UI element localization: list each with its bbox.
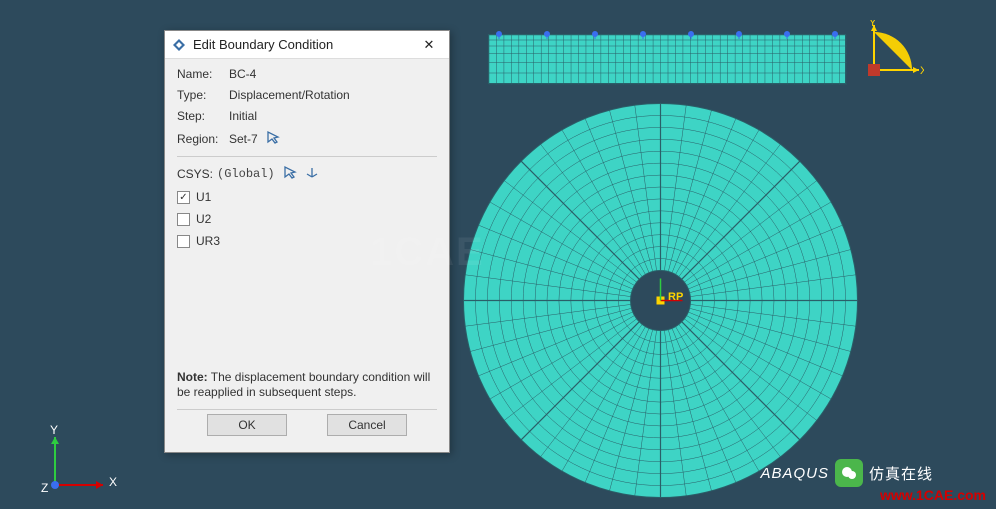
dof-checkbox[interactable] — [177, 235, 190, 248]
dof-row-u1[interactable]: ✓ U1 — [177, 190, 437, 204]
app-icon — [171, 37, 187, 53]
dof-row-u2[interactable]: U2 — [177, 212, 437, 226]
pick-region-icon[interactable] — [266, 130, 280, 147]
reference-point-label: RP — [668, 291, 683, 303]
axis-y-label: Y — [50, 423, 58, 437]
cancel-button[interactable]: Cancel — [327, 414, 407, 436]
edit-bc-dialog: Edit Boundary Condition ✕ Name: BC-4 Typ… — [164, 30, 450, 453]
csys-value: (Global) — [217, 167, 275, 181]
name-label: Name: — [177, 67, 229, 81]
type-label: Type: — [177, 88, 229, 102]
note-block: Note: The displacement boundary conditio… — [177, 370, 437, 401]
dof-checkbox[interactable]: ✓ — [177, 191, 190, 204]
svg-text:X: X — [920, 65, 924, 77]
watermark-url: www.1CAE.com — [880, 487, 986, 503]
dialog-title: Edit Boundary Condition — [193, 37, 415, 52]
pick-csys-icon[interactable] — [283, 165, 297, 182]
name-value: BC-4 — [229, 67, 256, 81]
step-label: Step: — [177, 109, 229, 123]
view-triad-top-right: X Y — [864, 20, 924, 80]
dialog-titlebar[interactable]: Edit Boundary Condition ✕ — [165, 31, 449, 59]
type-value: Displacement/Rotation — [229, 88, 350, 102]
dof-label: U1 — [196, 190, 211, 204]
note-label: Note: — [177, 370, 208, 384]
step-value: Initial — [229, 109, 257, 123]
axis-x-label: X — [109, 475, 117, 489]
view-triad-bottom-left: X Y Z — [41, 425, 111, 495]
create-csys-icon[interactable] — [305, 165, 319, 182]
dof-label: U2 — [196, 212, 211, 226]
divider — [177, 156, 437, 157]
dof-label: UR3 — [196, 234, 220, 248]
svg-text:Y: Y — [869, 20, 877, 29]
region-value: Set-7 — [229, 132, 258, 146]
dof-row-ur3[interactable]: UR3 — [177, 234, 437, 248]
ok-button[interactable]: OK — [207, 414, 287, 436]
dof-checkbox[interactable] — [177, 213, 190, 226]
region-label: Region: — [177, 132, 229, 146]
note-text: The displacement boundary condition will… — [177, 370, 430, 400]
mesh-disk-part: RP — [463, 103, 858, 498]
close-button[interactable]: ✕ — [415, 35, 443, 55]
axis-z-label: Z — [41, 481, 48, 495]
csys-label: CSYS: — [177, 167, 213, 181]
mesh-rect-part — [488, 34, 846, 84]
